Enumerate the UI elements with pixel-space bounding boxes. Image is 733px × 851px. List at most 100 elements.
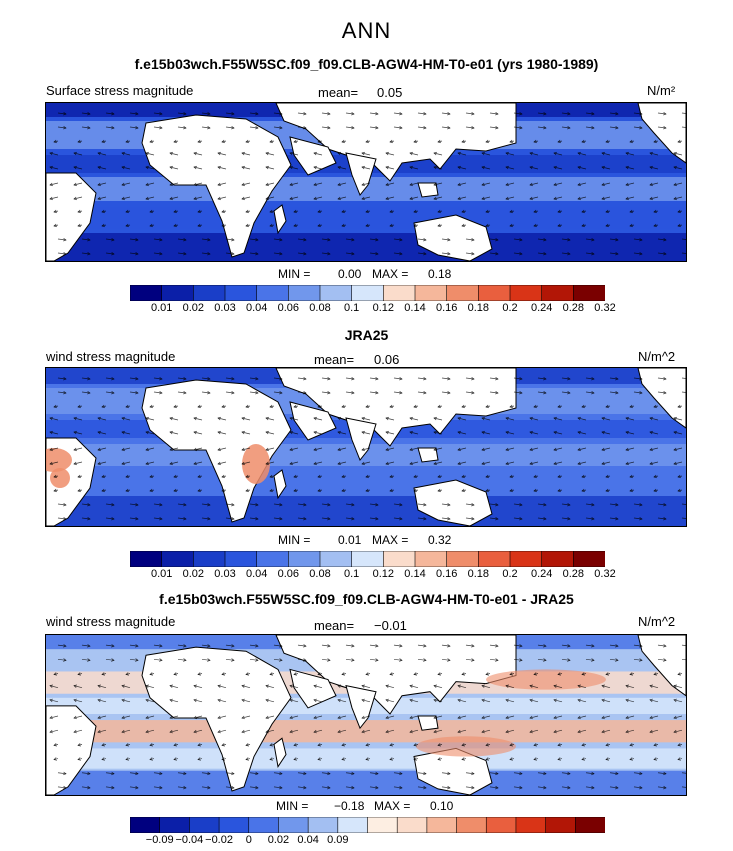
- wind-vector: [193, 447, 203, 451]
- wind-vector: [553, 431, 563, 435]
- wind-vector-head: [577, 196, 581, 201]
- wind-vector-head: [389, 474, 393, 479]
- panel-2-mean-label: mean=: [314, 352, 355, 367]
- wind-vector-head: [365, 139, 369, 144]
- wind-vector: [601, 431, 611, 435]
- wind-vector: [513, 644, 523, 647]
- wind-vector-head: [149, 743, 153, 747]
- wind-vector: [601, 699, 611, 703]
- wind-vector-head: [97, 729, 101, 734]
- wind-vector-head: [505, 430, 509, 435]
- wind-vector-head: [231, 771, 235, 776]
- wind-vector-head: [169, 461, 173, 466]
- wind-vector: [601, 152, 611, 156]
- wind-vector: [321, 377, 331, 380]
- wind-vector: [553, 461, 563, 465]
- wind-vector-head: [183, 251, 187, 256]
- wind-vector-head: [87, 502, 91, 507]
- wind-vector-head: [289, 684, 293, 688]
- wind-vector: [385, 152, 395, 156]
- wind-vector-head: [121, 447, 125, 452]
- wind-vector-head: [337, 729, 341, 734]
- wind-vector: [681, 252, 686, 254]
- wind-vector-head: [351, 516, 355, 521]
- wind-vector-head: [543, 390, 547, 395]
- wind-vector-head: [581, 404, 585, 409]
- wind-vector-head: [519, 771, 523, 776]
- wind-vector: [57, 391, 67, 394]
- wind-vector: [121, 729, 131, 733]
- wind-vector: [673, 447, 683, 451]
- wind-vector: [681, 658, 686, 661]
- wind-vector-head: [63, 785, 67, 790]
- colorbar-2-tick-label: 0.06: [277, 568, 300, 580]
- wind-vector-head: [97, 151, 101, 156]
- wind-vector: [97, 461, 107, 465]
- wind-vector: [273, 391, 283, 394]
- colorbar-2-box-8: [383, 551, 416, 567]
- wind-vector: [561, 786, 571, 789]
- wind-vector: [57, 377, 67, 380]
- wind-vector-head: [317, 672, 321, 676]
- wind-vector-head: [519, 502, 523, 507]
- wind-vector-head: [673, 461, 677, 466]
- wind-vector-head: [217, 196, 221, 201]
- wind-vector-head: [649, 447, 653, 452]
- wind-vector-head: [673, 698, 677, 703]
- wind-vector-head: [159, 376, 163, 381]
- wind-vector: [121, 715, 131, 719]
- wind-vector-head: [241, 165, 245, 170]
- wind-vector: [313, 166, 323, 170]
- colorbar-1-box-4: [256, 285, 290, 301]
- wind-vector: [657, 786, 667, 789]
- wind-vector: [465, 391, 475, 394]
- wind-vector-head: [63, 376, 67, 381]
- wind-vector: [265, 685, 275, 688]
- wind-vector: [561, 126, 571, 129]
- wind-vector: [321, 772, 331, 775]
- wind-vector-head: [457, 430, 461, 435]
- wind-vector-head: [677, 672, 681, 676]
- wind-vector-head: [341, 404, 345, 409]
- wind-vector: [505, 685, 515, 688]
- wind-vector: [217, 152, 227, 156]
- wind-vector-head: [519, 785, 523, 790]
- positive-anomaly-n-pacific: [486, 669, 606, 690]
- wind-vector-head: [543, 644, 547, 648]
- wind-vector: [529, 461, 539, 465]
- wind-vector-head: [457, 182, 461, 187]
- wind-vector-head: [649, 461, 653, 466]
- wind-vector-head: [145, 684, 149, 688]
- wind-vector-head: [567, 376, 571, 381]
- wind-vector-head: [615, 502, 619, 507]
- wind-vector: [57, 786, 67, 789]
- wind-vector: [121, 417, 131, 421]
- wind-vector: [201, 772, 211, 775]
- wind-vector-head: [629, 743, 633, 747]
- wind-vector: [297, 517, 307, 520]
- wind-vector-head: [509, 743, 513, 747]
- wind-vector: [369, 238, 379, 241]
- wind-vector-head: [639, 237, 643, 242]
- wind-vector-head: [327, 390, 331, 395]
- wind-vector: [513, 772, 523, 775]
- wind-vector-head: [49, 461, 53, 466]
- wind-vector-head: [649, 196, 653, 201]
- wind-vector-head: [101, 404, 105, 409]
- wind-vector-head: [111, 390, 115, 395]
- wind-vector: [153, 517, 163, 520]
- colorbar-3-tick-label: 0.02: [267, 834, 290, 846]
- wind-vector-head: [365, 404, 369, 409]
- wind-vector: [369, 391, 379, 394]
- wind-vector: [273, 252, 283, 255]
- panel-1-colorbar: [130, 285, 605, 301]
- colorbar-3-box-0: [130, 817, 161, 833]
- colorbar-1-box-11: [478, 285, 511, 301]
- colorbar-1-tick-label: 0.08: [309, 302, 331, 314]
- colorbar-2-box-0: [130, 551, 163, 567]
- wind-vector: [657, 252, 667, 255]
- wind-vector: [681, 517, 686, 519]
- wind-vector-head: [471, 516, 475, 521]
- wind-vector: [577, 715, 587, 719]
- wind-vector-head: [409, 684, 413, 688]
